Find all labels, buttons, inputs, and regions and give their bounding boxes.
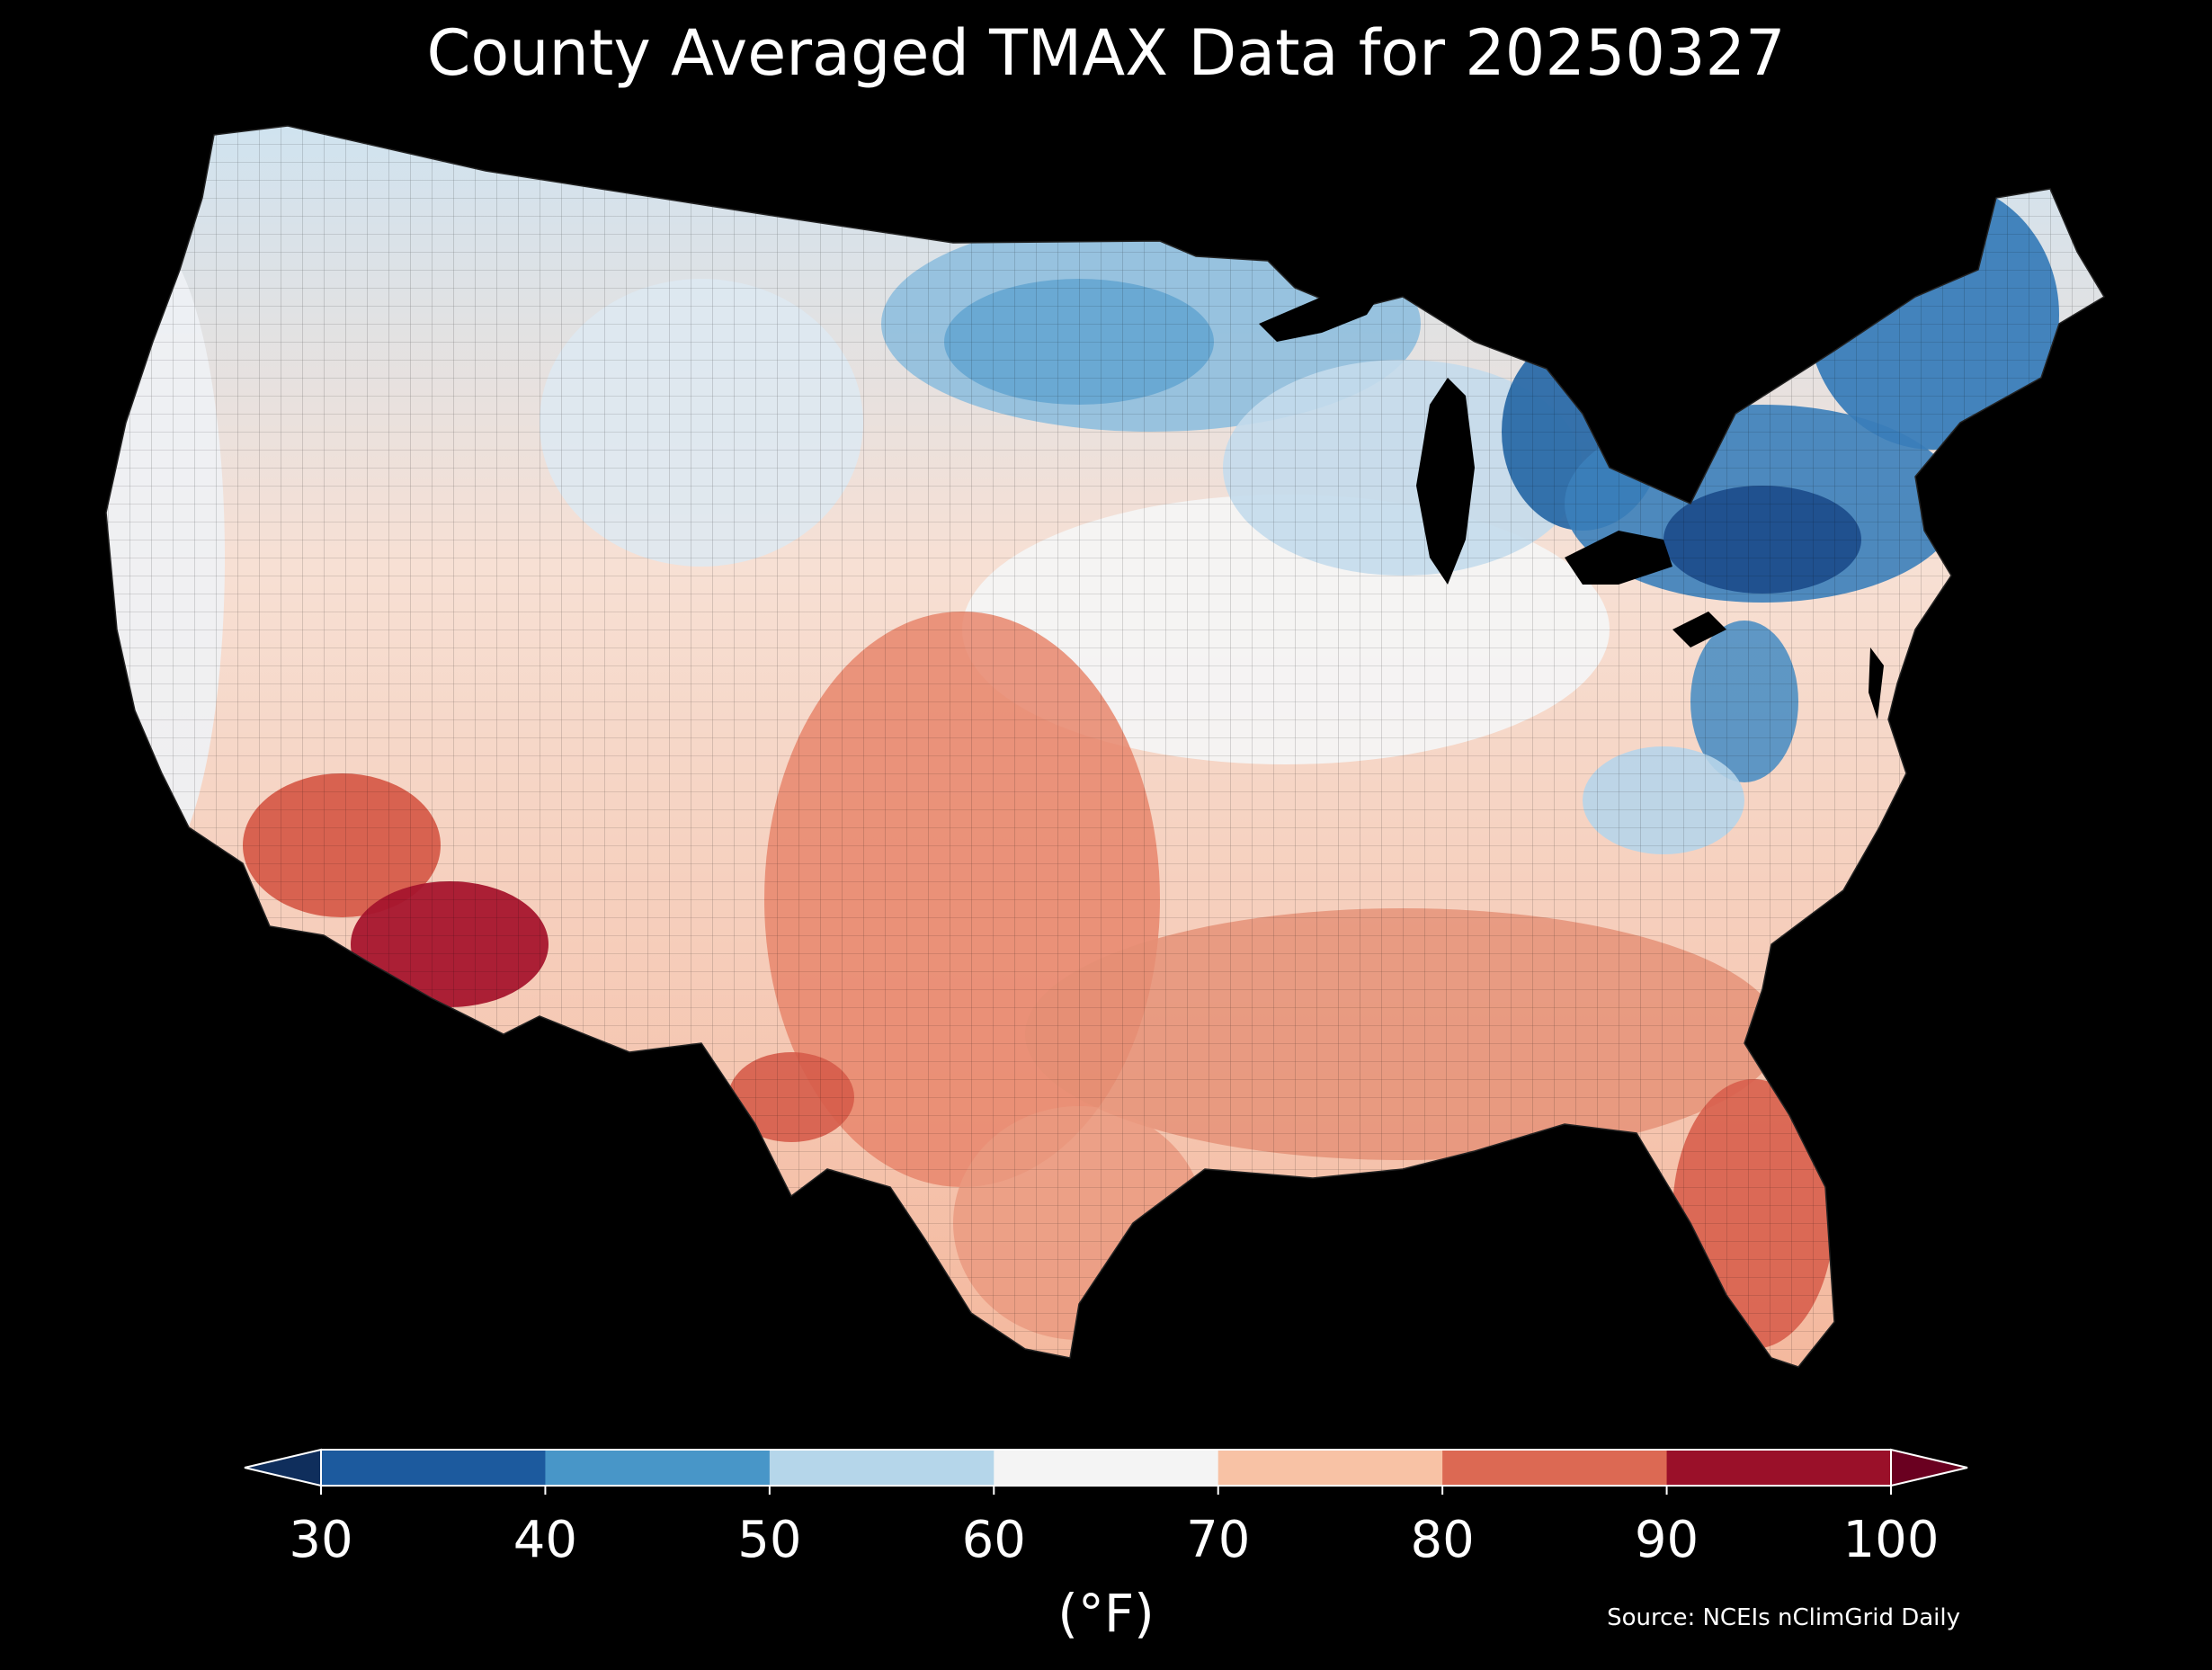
colorbar-tick-label: 60 — [961, 1511, 1026, 1569]
colorbar-tick-label: 90 — [1634, 1511, 1699, 1569]
colorbar-over-arrow — [1890, 1448, 1968, 1487]
great-lakes — [1259, 288, 1726, 647]
colorbar-under-arrow — [244, 1448, 322, 1487]
colorbar-bin — [545, 1450, 771, 1486]
colorbar-tick-label: 40 — [513, 1511, 578, 1569]
colorbar-bin — [321, 1450, 546, 1486]
colorbar-tick-label: 80 — [1410, 1511, 1475, 1569]
colorbar-units-label: (°F) — [1057, 1583, 1155, 1644]
colorbar-outline — [320, 1449, 1892, 1487]
colorbar-bin — [994, 1450, 1219, 1486]
colorbar-tick-label: 100 — [1842, 1511, 1940, 1569]
colorbar-bin — [769, 1450, 995, 1486]
source-credit: Source: NCEIs nClimGrid Daily — [1607, 1604, 1960, 1631]
colorbar-bin — [1442, 1450, 1668, 1486]
map-title: County Averaged TMAX Data for 20250327 — [426, 16, 1786, 90]
colorbar-bin — [1666, 1450, 1892, 1486]
colorbar-bin — [1217, 1450, 1443, 1486]
colorbar-tick-label: 70 — [1186, 1511, 1251, 1569]
colorbar-tick-label: 30 — [289, 1511, 353, 1569]
colorbar-tick-label: 50 — [737, 1511, 802, 1569]
